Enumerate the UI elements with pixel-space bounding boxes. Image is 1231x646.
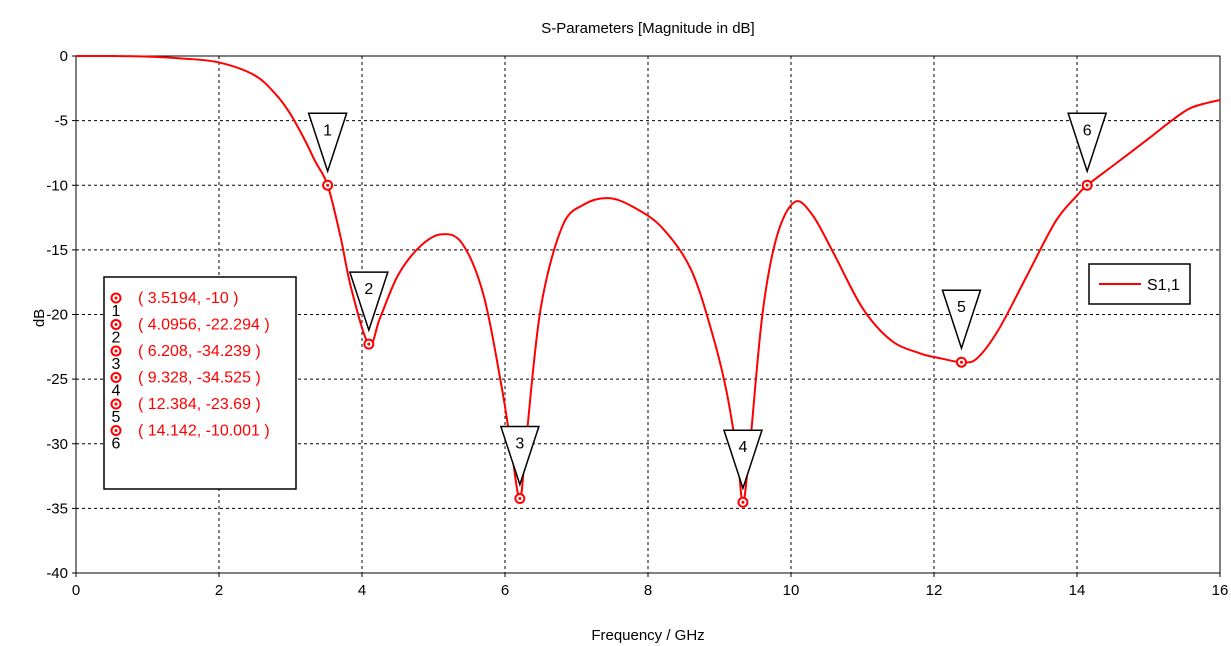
marker-box-number: 3 [112, 356, 121, 373]
marker-flag [722, 429, 763, 491]
marker-flag-number: 3 [515, 436, 524, 453]
marker-box-value: ( 4.0956, -22.294 ) [138, 317, 270, 334]
y-tick-label: -5 [55, 113, 68, 130]
marker-flag-number: 5 [957, 299, 966, 316]
x-tick-label: 12 [926, 582, 943, 599]
x-tick-label: 6 [501, 582, 509, 599]
x-tick-label: 2 [215, 582, 223, 599]
marker-box-icon-center [114, 402, 118, 406]
marker-box-value: ( 3.5194, -10 ) [138, 290, 239, 307]
marker-box-icon-center [114, 349, 118, 353]
grid [76, 56, 1220, 573]
marker-point-center [959, 360, 963, 364]
x-tick-label: 0 [72, 582, 80, 599]
marker-box-value: ( 6.208, -34.239 ) [138, 343, 261, 360]
y-axis: 0 -5 -10 -15 -20 -25 -30 -35 -40 [46, 48, 76, 582]
x-tick-label: 4 [358, 582, 366, 599]
marker-2: 2 [348, 271, 389, 350]
marker-box-value: ( 9.328, -34.525 ) [138, 370, 261, 387]
legend: S1,1 [1088, 263, 1191, 305]
y-tick-label: -30 [46, 436, 68, 453]
x-tick-label: 10 [783, 582, 800, 599]
marker-6: 6 [1067, 112, 1108, 191]
marker-3: 3 [499, 425, 540, 505]
marker-flag [499, 425, 540, 487]
marker-1: 1 [307, 112, 348, 191]
marker-flag [941, 289, 982, 351]
marker-5: 5 [941, 289, 982, 368]
marker-box-number: 2 [112, 330, 121, 347]
x-axis-label: Frequency / GHz [591, 627, 704, 644]
y-tick-label: -20 [46, 307, 68, 324]
marker-point-center [741, 500, 745, 504]
marker-box-icon-center [114, 429, 118, 432]
marker-box-value: ( 12.384, -23.69 ) [138, 396, 261, 413]
marker-box-frame [103, 276, 297, 490]
marker-box-number: 1 [112, 303, 121, 320]
marker-box-value: ( 14.142, -10.001 ) [138, 423, 270, 440]
marker-box-icon-center [114, 323, 118, 326]
x-tick-label: 14 [1069, 582, 1086, 599]
x-axis: 0 2 4 6 8 10 12 14 16 [72, 573, 1229, 599]
marker-flag [307, 112, 348, 174]
y-axis-label: dB [31, 309, 48, 327]
y-tick-label: -35 [46, 500, 68, 517]
marker-point-center [1085, 183, 1089, 187]
marker-flag-number: 1 [323, 122, 332, 139]
y-tick-label: -15 [46, 242, 68, 259]
x-tick-label: 16 [1212, 582, 1229, 599]
marker-flag-number: 6 [1083, 122, 1092, 139]
y-tick-label: 0 [60, 48, 68, 65]
marker-box-number: 6 [112, 436, 121, 453]
chart-title: S-Parameters [Magnitude in dB] [541, 20, 754, 37]
series-line-s11 [75, 54, 1221, 504]
marker-box-icon-center [114, 376, 118, 379]
marker-box-number: 4 [112, 383, 121, 400]
x-tick-label: 8 [644, 582, 652, 599]
marker-flag [1067, 112, 1108, 174]
marker-flag [348, 271, 389, 333]
marker-readout-box: 1 ( 3.5194, -10 ) 2 ( 4.0956, -22.294 ) 3 ( 6… [103, 276, 297, 490]
marker-flag-number: 2 [364, 281, 373, 298]
marker-box-icon-center [114, 296, 118, 300]
y-tick-label: -40 [46, 565, 68, 582]
marker-point-center [367, 342, 371, 346]
marker-box-number: 5 [112, 409, 121, 426]
y-tick-label: -10 [46, 177, 68, 194]
series-layer [75, 54, 1221, 504]
legend-entry: S1,1 [1147, 277, 1180, 294]
marker-layer: 1 2 3 4 5 6 [307, 112, 1108, 508]
marker-flag-number: 4 [738, 439, 747, 456]
marker-point-center [326, 183, 330, 187]
marker-4: 4 [722, 429, 763, 508]
marker-point-center [518, 497, 522, 501]
y-tick-label: -25 [46, 371, 68, 388]
